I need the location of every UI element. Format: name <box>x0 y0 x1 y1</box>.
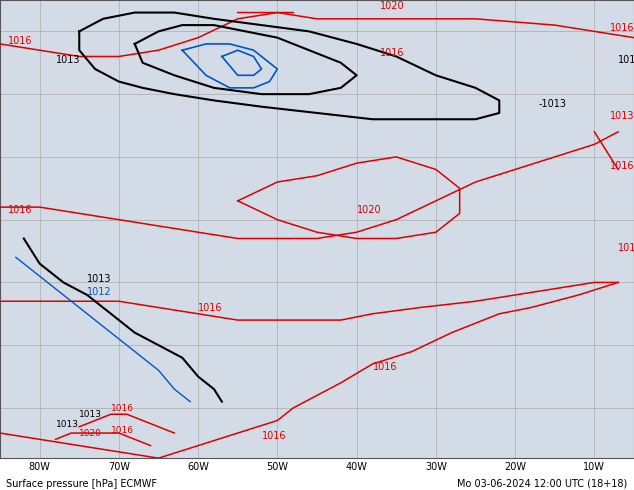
Text: 1016: 1016 <box>111 404 134 413</box>
Text: 30W: 30W <box>425 462 447 472</box>
Text: 1016: 1016 <box>610 24 634 33</box>
Text: 1016: 1016 <box>111 426 134 435</box>
Text: 1020: 1020 <box>79 429 102 438</box>
Text: 101: 101 <box>618 243 634 253</box>
Text: Surface pressure [hPa] ECMWF: Surface pressure [hPa] ECMWF <box>6 479 157 489</box>
Text: 80W: 80W <box>29 462 51 472</box>
Text: 1016: 1016 <box>372 362 397 372</box>
Text: 1012: 1012 <box>87 287 112 297</box>
Text: 10W: 10W <box>583 462 605 472</box>
Text: 1013: 1013 <box>55 55 80 65</box>
Text: 1016: 1016 <box>8 205 32 216</box>
Text: 1016: 1016 <box>8 36 32 46</box>
Text: 1020: 1020 <box>380 1 405 11</box>
Text: 1013: 1013 <box>618 55 634 65</box>
Text: 1013: 1013 <box>79 410 102 419</box>
Text: 70W: 70W <box>108 462 130 472</box>
Text: 1016: 1016 <box>380 49 405 58</box>
Text: Mo 03-06-2024 12:00 UTC (18+18): Mo 03-06-2024 12:00 UTC (18+18) <box>457 479 628 489</box>
Text: 1020: 1020 <box>356 205 381 216</box>
Text: 40W: 40W <box>346 462 368 472</box>
Text: 1013: 1013 <box>87 274 112 284</box>
Text: -1013: -1013 <box>539 98 567 109</box>
Text: 1016: 1016 <box>198 303 223 313</box>
Text: 1013: 1013 <box>610 111 634 121</box>
Text: 60W: 60W <box>187 462 209 472</box>
Text: 20W: 20W <box>504 462 526 472</box>
Text: 1016: 1016 <box>610 161 634 172</box>
Text: 50W: 50W <box>266 462 288 472</box>
Text: 1013: 1013 <box>55 420 79 429</box>
Text: 1016: 1016 <box>261 431 286 441</box>
